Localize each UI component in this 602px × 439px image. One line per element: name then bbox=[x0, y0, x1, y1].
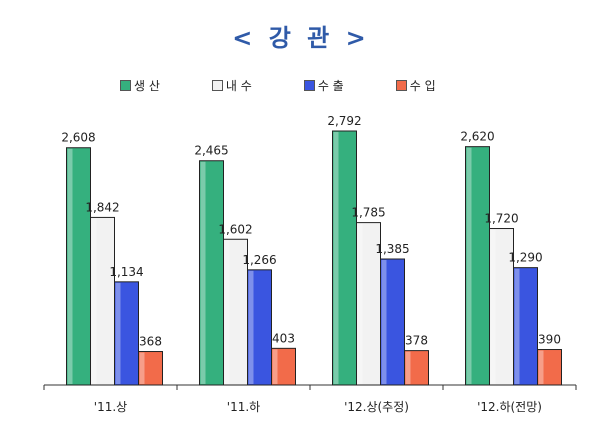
value-label-domestic: 1,602 bbox=[218, 222, 252, 236]
value-label-production: 2,792 bbox=[327, 114, 361, 128]
value-label-export: 1,385 bbox=[375, 242, 409, 256]
legend-label-export: 수 출 bbox=[317, 78, 344, 93]
bar-import bbox=[138, 351, 163, 386]
value-label-export: 1,290 bbox=[508, 251, 542, 265]
chart-title: < 강 관 > bbox=[232, 24, 370, 52]
bar-import bbox=[404, 350, 429, 386]
value-label-import: 403 bbox=[272, 331, 295, 345]
bar-import bbox=[537, 349, 562, 386]
value-label-domestic: 1,720 bbox=[484, 212, 518, 226]
legend-item-import: 수 입 bbox=[395, 77, 436, 94]
legend-swatch-domestic bbox=[211, 79, 223, 91]
bar-export bbox=[513, 267, 538, 386]
bar-production bbox=[66, 147, 91, 386]
bar-domestic bbox=[356, 222, 381, 386]
legend-label-production: 생 산 bbox=[134, 78, 160, 93]
value-label-export: 1,266 bbox=[242, 253, 276, 267]
category-label: '12.하(전망) bbox=[477, 400, 542, 414]
value-label-production: 2,465 bbox=[194, 144, 228, 158]
legend-item-domestic: 내 수 bbox=[211, 77, 252, 94]
bar-production bbox=[465, 146, 490, 386]
value-label-import: 390 bbox=[538, 333, 561, 347]
bar-export bbox=[247, 269, 272, 386]
bar-domestic bbox=[90, 216, 115, 386]
legend-label-domestic: 내 수 bbox=[225, 78, 252, 93]
chart-legend: 생 산 내 수 수 출 수 입 bbox=[120, 76, 436, 94]
bar-production bbox=[199, 160, 224, 386]
legend-item-production: 생 산 bbox=[120, 77, 160, 94]
legend-item-export: 수 출 bbox=[303, 77, 344, 94]
bar-production bbox=[332, 130, 357, 386]
bar-domestic bbox=[223, 238, 248, 386]
value-label-import: 378 bbox=[405, 334, 428, 348]
value-label-production: 2,608 bbox=[61, 131, 95, 145]
bar-export bbox=[114, 281, 139, 386]
legend-swatch-import bbox=[395, 79, 407, 91]
legend-swatch-production bbox=[120, 79, 131, 91]
category-label: '11.하 bbox=[227, 400, 260, 414]
bar-export bbox=[380, 258, 405, 386]
bar-domestic bbox=[489, 228, 514, 386]
value-label-export: 1,134 bbox=[109, 265, 143, 279]
value-label-domestic: 1,785 bbox=[351, 206, 385, 220]
bar-import bbox=[271, 347, 296, 386]
value-label-production: 2,620 bbox=[460, 130, 494, 144]
legend-swatch-export bbox=[303, 79, 315, 91]
category-label: '12.상(추정) bbox=[344, 400, 409, 414]
category-label: '11.상 bbox=[94, 400, 127, 414]
legend-label-import: 수 입 bbox=[409, 78, 436, 93]
value-label-import: 368 bbox=[139, 335, 162, 349]
value-label-domestic: 1,842 bbox=[85, 200, 119, 214]
